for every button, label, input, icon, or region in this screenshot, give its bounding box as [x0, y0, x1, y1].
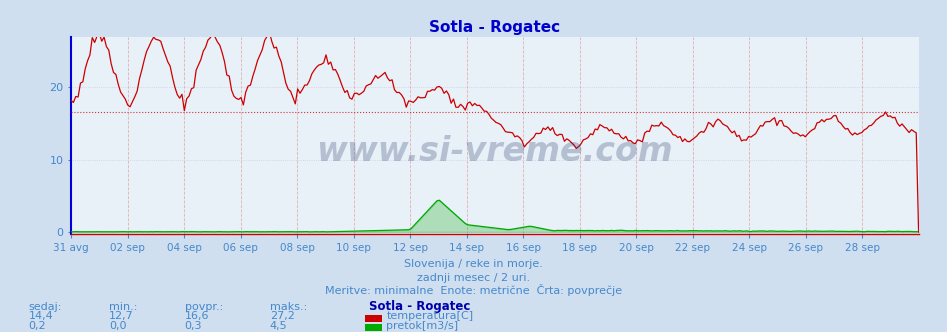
- Text: www.si-vreme.com: www.si-vreme.com: [316, 134, 673, 168]
- Text: maks.:: maks.:: [270, 302, 307, 312]
- Text: sedaj:: sedaj:: [28, 302, 62, 312]
- Text: 27,2: 27,2: [270, 311, 295, 321]
- Text: Slovenija / reke in morje.: Slovenija / reke in morje.: [404, 259, 543, 269]
- Title: Sotla - Rogatec: Sotla - Rogatec: [429, 20, 561, 35]
- Text: 0,3: 0,3: [185, 321, 202, 331]
- Text: zadnji mesec / 2 uri.: zadnji mesec / 2 uri.: [417, 273, 530, 283]
- Text: povpr.:: povpr.:: [185, 302, 223, 312]
- Text: 0,2: 0,2: [28, 321, 46, 331]
- Text: 0,0: 0,0: [109, 321, 126, 331]
- Text: 12,7: 12,7: [109, 311, 134, 321]
- Text: 14,4: 14,4: [28, 311, 53, 321]
- Text: Sotla - Rogatec: Sotla - Rogatec: [369, 300, 471, 313]
- Text: 4,5: 4,5: [270, 321, 288, 331]
- Text: pretok[m3/s]: pretok[m3/s]: [386, 321, 458, 331]
- Text: min.:: min.:: [109, 302, 137, 312]
- Text: 16,6: 16,6: [185, 311, 209, 321]
- Text: Meritve: minimalne  Enote: metrične  Črta: povprečje: Meritve: minimalne Enote: metrične Črta:…: [325, 284, 622, 296]
- Text: temperatura[C]: temperatura[C]: [386, 311, 474, 321]
